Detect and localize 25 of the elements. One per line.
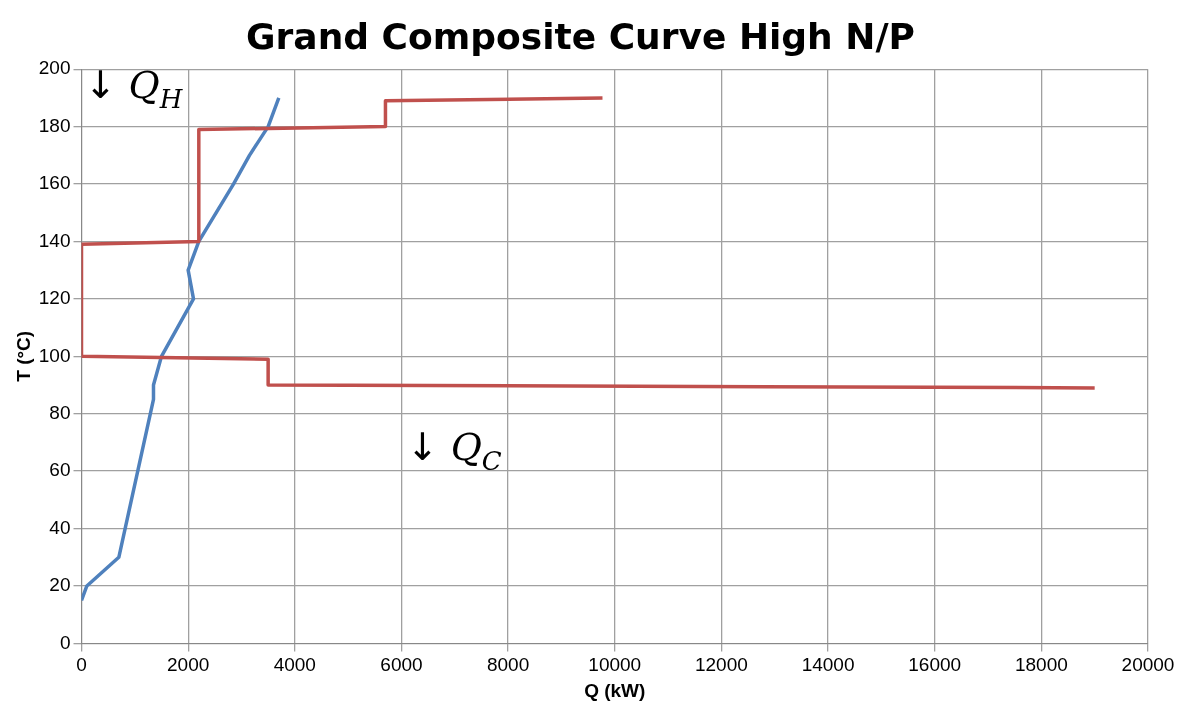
x-tick-label: 6000	[380, 654, 423, 676]
y-tick-label: 100	[38, 344, 71, 366]
x-tick-label: 10000	[588, 654, 642, 676]
x-tick-label: 4000	[273, 654, 316, 676]
x-tick-label: 8000	[486, 654, 530, 676]
y-tick-label: 20	[49, 574, 71, 596]
y-tick-label: 200	[38, 57, 71, 79]
x-tick-label: 12000	[694, 654, 748, 676]
y-tick-label: 140	[38, 229, 71, 251]
x-tick-label: 14000	[801, 654, 855, 676]
x-tick-label: 16000	[908, 654, 962, 676]
chart-title: Grand Composite Curve High N/P	[246, 15, 915, 57]
y-axis-title: T (°C)	[12, 330, 34, 382]
x-tick-label: 0	[76, 654, 87, 676]
y-tick-label: 80	[49, 401, 71, 423]
x-tick-label: 2000	[167, 654, 210, 676]
x-tick-label: 20000	[1121, 654, 1175, 676]
y-tick-label: 40	[49, 516, 71, 538]
y-tick-label: 180	[38, 114, 71, 136]
x-axis-title: Q (kW)	[584, 679, 646, 701]
y-tick-label: 0	[59, 631, 71, 653]
x-tick-label: 18000	[1014, 654, 1068, 676]
y-tick-label: 120	[38, 287, 71, 309]
y-tick-label: 160	[38, 172, 71, 194]
y-tick-label: 60	[49, 459, 71, 481]
